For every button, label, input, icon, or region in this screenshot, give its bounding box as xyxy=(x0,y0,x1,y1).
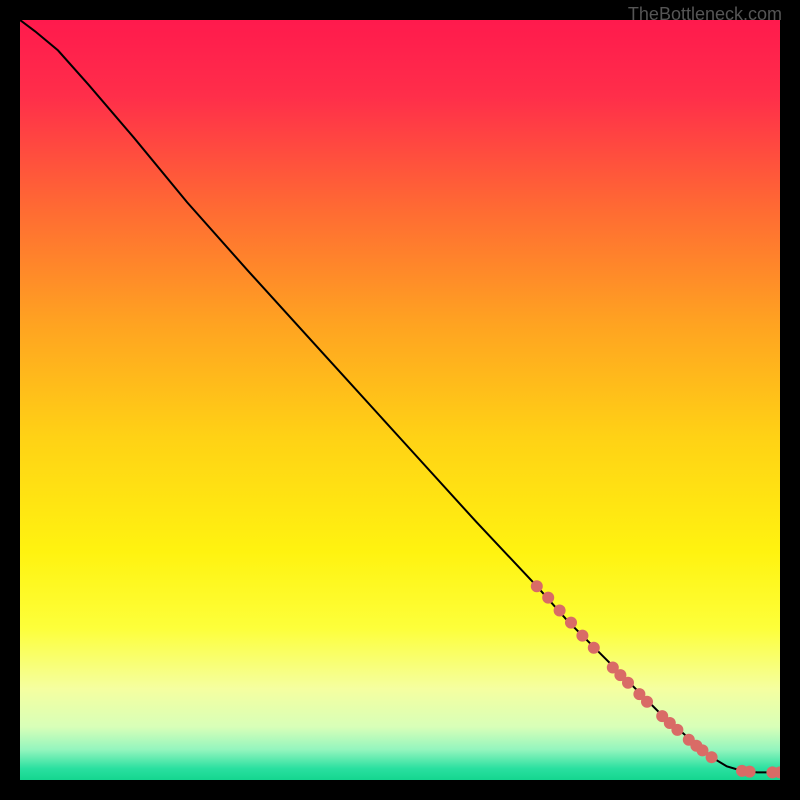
chart-background xyxy=(20,20,780,780)
chart-svg xyxy=(20,20,780,780)
data-marker xyxy=(531,580,543,592)
data-marker xyxy=(542,592,554,604)
data-marker xyxy=(576,630,588,642)
data-marker xyxy=(554,605,566,617)
data-marker xyxy=(641,696,653,708)
data-marker xyxy=(622,677,634,689)
data-marker xyxy=(671,724,683,736)
data-marker xyxy=(565,617,577,629)
watermark-text: TheBottleneck.com xyxy=(628,4,782,25)
chart-container xyxy=(20,20,780,780)
data-marker xyxy=(588,642,600,654)
data-marker xyxy=(744,766,756,778)
data-marker xyxy=(706,751,718,763)
